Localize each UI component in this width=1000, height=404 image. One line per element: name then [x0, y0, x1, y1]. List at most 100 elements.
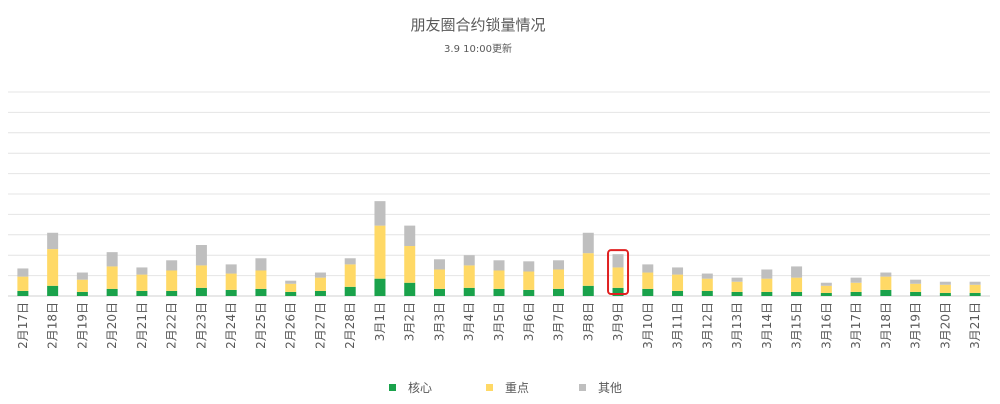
x-tick-label: 3月16日: [819, 302, 833, 349]
bar-segment-key: [374, 225, 386, 279]
bar-segment-core: [225, 289, 237, 296]
bar-segment-other: [969, 281, 981, 285]
x-tick-label: 3月17日: [849, 302, 863, 349]
x-tick-label: 3月13日: [730, 302, 744, 349]
bar-segment-other: [761, 269, 773, 279]
bar-segment-core: [255, 288, 267, 296]
bar-segment-key: [672, 274, 684, 291]
x-tick-label: 3月20日: [938, 302, 952, 349]
bar-segment-other: [106, 252, 118, 267]
bar-segment-key: [791, 277, 803, 292]
bar-segment-core: [195, 287, 207, 296]
bar-segment-core: [820, 292, 832, 296]
legend-swatch-core: [389, 383, 396, 391]
bar-segment-key: [939, 284, 951, 293]
bar-segment-core: [314, 290, 326, 296]
bar-segment-core: [493, 288, 505, 296]
bar-segment-other: [612, 254, 624, 268]
bar-segment-other: [195, 245, 207, 266]
bar-segment-core: [672, 290, 684, 296]
bar-segment-other: [166, 260, 178, 271]
bar-segment-core: [939, 292, 951, 296]
bar-segment-key: [761, 278, 773, 292]
bar-segment-core: [76, 291, 88, 296]
chart-title: 朋友圈合约锁量情况: [410, 16, 546, 34]
bar-segment-key: [523, 271, 535, 290]
bar-segment-other: [880, 272, 892, 277]
bar-segment-key: [344, 264, 356, 287]
bar-segment-key: [17, 276, 29, 291]
bar-segment-core: [404, 282, 416, 296]
x-tick-label: 2月20日: [105, 302, 119, 349]
bar-segment-other: [731, 277, 743, 282]
chart-subtitle: 3.9 10:00更新: [444, 44, 512, 55]
bar-segment-key: [880, 276, 892, 290]
bar-segment-other: [344, 258, 356, 265]
x-tick-label: 3月9日: [611, 302, 625, 341]
x-tick-label: 2月19日: [75, 302, 89, 349]
bar-segment-key: [582, 253, 594, 286]
bar-segment-core: [880, 289, 892, 296]
bar-segment-key: [255, 270, 267, 289]
bar-segment-core: [553, 288, 565, 296]
x-tick-label: 3月2日: [403, 302, 417, 341]
bar-segment-other: [433, 259, 445, 270]
bar-segment-other: [136, 267, 148, 275]
bar-segment-key: [285, 283, 297, 292]
bar-segment-other: [642, 264, 654, 273]
legend-swatch-key: [486, 383, 493, 391]
bar-segment-key: [731, 281, 743, 292]
bar-segment-core: [166, 290, 178, 296]
legend-label-key: 重点: [505, 380, 530, 395]
bar-segment-key: [820, 285, 832, 293]
bar-segment-key: [76, 279, 88, 292]
bar-segment-core: [612, 287, 624, 296]
legend-item-key: 重点: [486, 378, 529, 396]
bar-segment-core: [433, 288, 445, 296]
bar-segment-core: [47, 285, 59, 296]
bar-segment-core: [791, 291, 803, 296]
bar-segment-key: [553, 269, 565, 289]
bar-segment-other: [314, 272, 326, 278]
bar-segment-core: [374, 278, 386, 296]
bar-segment-key: [136, 274, 148, 291]
bar-segment-other: [463, 255, 475, 266]
bar-segment-other: [523, 261, 535, 272]
bar-segment-core: [106, 288, 118, 296]
bar-segment-key: [314, 277, 326, 291]
x-tick-label: 3月6日: [522, 302, 536, 341]
bar-segment-key: [433, 269, 445, 289]
bar-segment-key: [493, 270, 505, 289]
bar-segment-key: [463, 265, 475, 288]
bar-segment-core: [642, 288, 654, 296]
bar-segment-other: [672, 267, 684, 275]
bar-segment-other: [910, 279, 922, 284]
legend-label-core: 核心: [408, 380, 433, 395]
legend-item-other: 其他: [579, 378, 622, 396]
legend-item-core: 核心: [389, 378, 432, 396]
x-tick-label: 3月7日: [552, 302, 566, 341]
highlight-box: [607, 249, 630, 295]
bar-segment-other: [255, 258, 267, 271]
x-tick-label: 3月14日: [760, 302, 774, 349]
bar-segment-key: [195, 265, 207, 288]
bar-segment-core: [761, 291, 773, 296]
bar-segment-other: [820, 282, 832, 286]
bar-segment-other: [791, 266, 803, 278]
bar-segment-core: [850, 291, 862, 296]
bar-segment-core: [523, 289, 535, 296]
x-tick-label: 2月22日: [165, 302, 179, 349]
bar-segment-other: [553, 260, 565, 270]
x-tick-label: 3月11日: [671, 302, 685, 349]
bar-segment-key: [166, 270, 178, 291]
x-tick-label: 3月15日: [790, 302, 804, 349]
bar-segment-key: [612, 267, 624, 288]
x-tick-label: 2月27日: [313, 302, 327, 349]
bar-segment-key: [910, 283, 922, 292]
bar-segment-core: [969, 292, 981, 296]
bar-segment-core: [731, 291, 743, 296]
x-tick-label: 3月21日: [968, 302, 982, 349]
bar-segment-key: [404, 246, 416, 283]
bar-segment-core: [17, 290, 29, 296]
